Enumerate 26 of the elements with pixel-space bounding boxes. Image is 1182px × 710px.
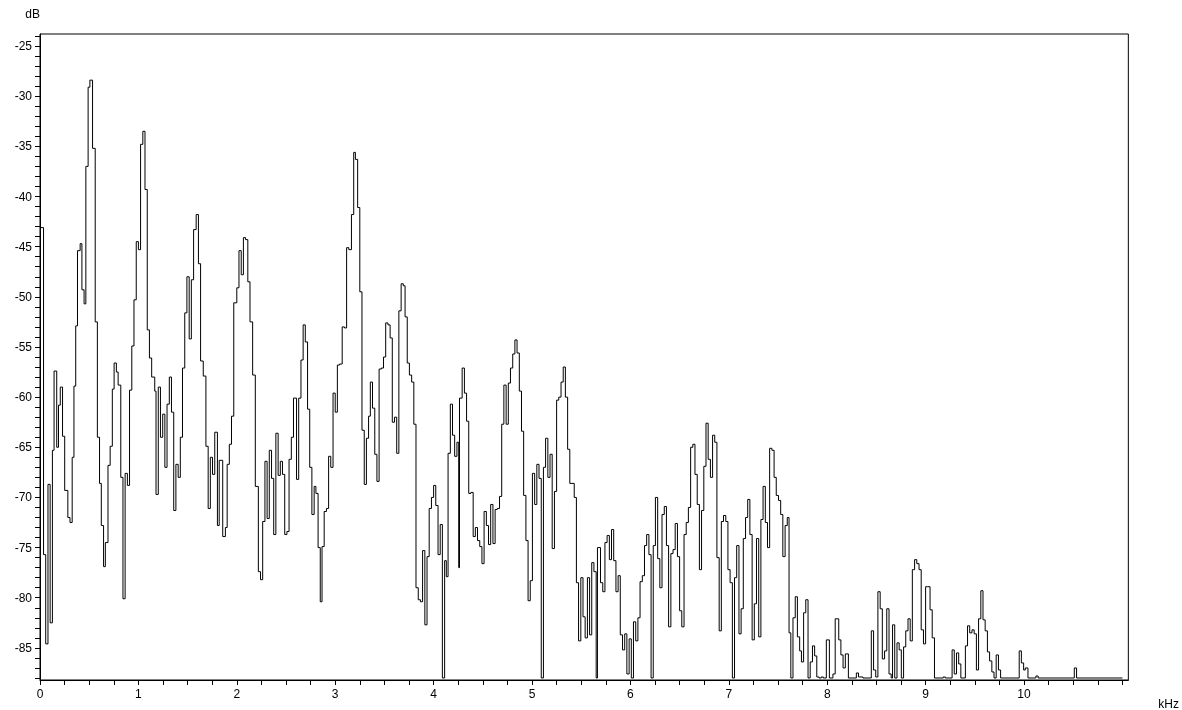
y-tick-label: -25 xyxy=(14,39,33,54)
x-tick-label: 1 xyxy=(135,687,143,701)
y-tick-label: -85 xyxy=(14,640,33,655)
y-tick-label: -45 xyxy=(14,239,33,254)
x-tick-label: 5 xyxy=(528,687,536,701)
y-axis-title: dB xyxy=(25,7,40,21)
y-tick-label: -30 xyxy=(14,89,33,104)
x-tick-label: 10 xyxy=(1017,687,1032,701)
y-tick-label: -60 xyxy=(14,390,33,405)
y-tick-label: -50 xyxy=(14,289,33,304)
y-tick-label: -35 xyxy=(14,139,33,154)
y-tick-label: -55 xyxy=(14,339,33,354)
y-tick-label: -75 xyxy=(14,540,33,555)
x-tick-label: 8 xyxy=(823,687,831,701)
x-tick-label: 4 xyxy=(430,687,438,701)
y-tick-label: -80 xyxy=(14,590,33,605)
x-tick-label: 3 xyxy=(331,687,339,701)
x-tick-label: 2 xyxy=(233,687,241,701)
x-tick-label: 7 xyxy=(725,687,733,701)
y-tick-label: -70 xyxy=(14,490,33,505)
y-tick-label: -65 xyxy=(14,440,33,455)
x-tick-label: 9 xyxy=(922,687,930,701)
y-tick-label: -40 xyxy=(14,189,33,204)
x-tick-label: 6 xyxy=(627,687,635,701)
x-axis-title: kHz xyxy=(1158,697,1180,710)
x-tick-label: 0 xyxy=(36,687,44,701)
